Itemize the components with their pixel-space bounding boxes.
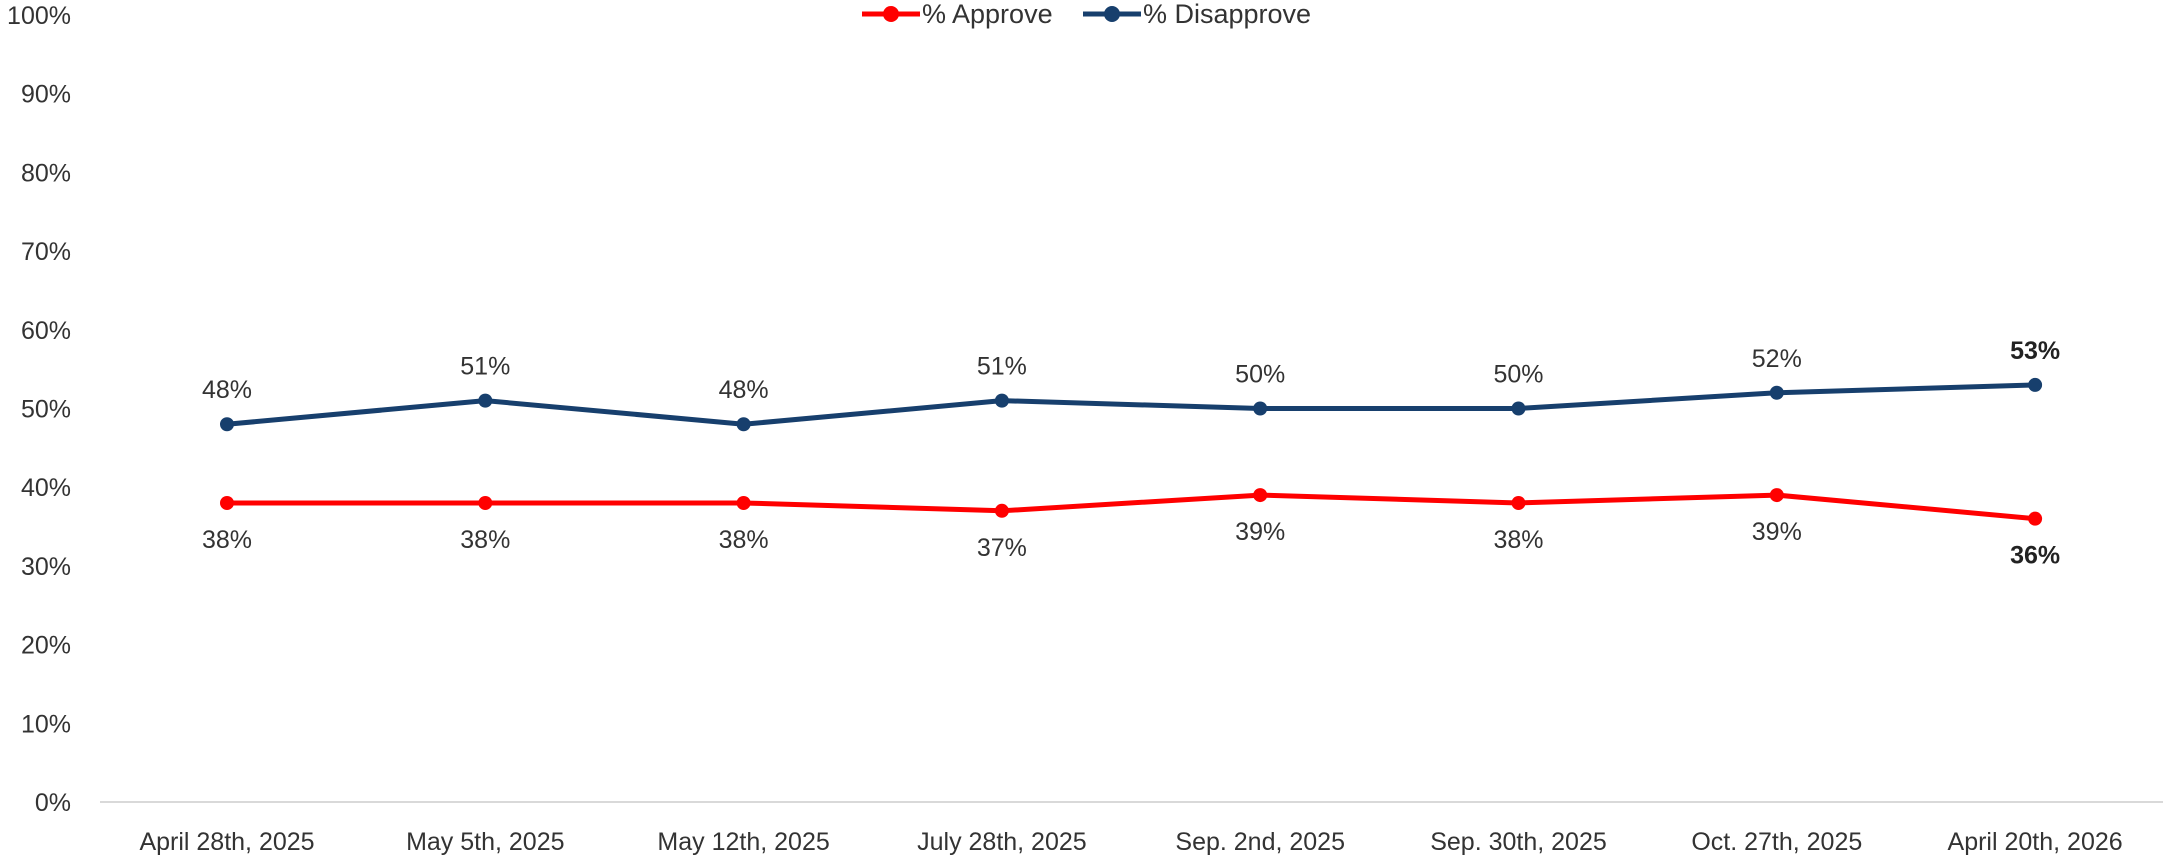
series-approve: 38% 38% 38% 37% 39% 38% 39% 36% (202, 488, 2060, 570)
data-point (994, 393, 1009, 408)
series-line (227, 492, 2036, 522)
legend-swatch-marker (1104, 6, 1120, 22)
data-point (1769, 488, 1784, 503)
y-tick-label: 100% (7, 2, 71, 30)
data-label: 48% (719, 376, 769, 404)
data-point (220, 495, 234, 510)
data-label: 39% (1752, 518, 1802, 546)
y-tick-label: 90% (21, 81, 71, 109)
data-point (994, 503, 1009, 518)
data-label: 50% (1493, 361, 1543, 389)
data-point (1253, 401, 1268, 416)
data-point (1511, 401, 1526, 416)
x-tick-label: Oct. 27th, 2025 (1691, 828, 1862, 856)
data-label: 51% (977, 353, 1027, 381)
x-tick-label: May 12th, 2025 (657, 828, 829, 856)
data-label: 53% (2010, 337, 2060, 365)
data-label: 38% (1493, 526, 1543, 554)
legend-item: % Disapprove (1083, 0, 1311, 29)
x-tick-label: July 28th, 2025 (917, 828, 1087, 856)
y-tick-label: 30% (21, 553, 71, 581)
legend: % Approve % Disapprove (862, 0, 1311, 29)
data-point (2028, 377, 2043, 392)
y-tick-label: 60% (21, 317, 71, 345)
y-tick-label: 40% (21, 474, 71, 502)
x-axis: April 28th, 2025 May 5th, 2025 May 12th, 2… (100, 801, 2163, 856)
data-label: 39% (1235, 518, 1285, 546)
data-point (220, 417, 234, 432)
data-point (736, 495, 751, 510)
y-tick-label: 50% (21, 396, 71, 424)
data-label: 38% (719, 526, 769, 554)
y-tick-label: 20% (21, 632, 71, 660)
data-point (478, 393, 493, 408)
data-label: 50% (1235, 361, 1285, 389)
data-label: 51% (460, 353, 510, 381)
data-label: 36% (2010, 542, 2060, 570)
data-point (1511, 495, 1526, 510)
x-tick-label: April 20th, 2026 (1948, 828, 2123, 856)
data-label: 48% (202, 376, 252, 404)
data-point (2028, 511, 2043, 526)
data-label: 52% (1752, 345, 1802, 373)
y-tick-label: 0% (35, 789, 71, 817)
x-tick-label: Sep. 30th, 2025 (1430, 828, 1607, 856)
data-point (1253, 488, 1268, 503)
legend-item: % Approve (862, 0, 1053, 29)
y-tick-label: 10% (21, 710, 71, 738)
x-tick-label: April 28th, 2025 (139, 828, 314, 856)
y-tick-label: 70% (21, 238, 71, 266)
legend-label: % Approve (922, 0, 1053, 29)
data-point (1769, 385, 1784, 400)
legend-swatch-marker (883, 6, 899, 22)
series-layer: 38% 38% 38% 37% 39% 38% 39% 36% 48% 51% 48% 51% 50% 5… (202, 337, 2060, 570)
series-disapprove: 48% 51% 48% 51% 50% 50% 52% 53% (202, 337, 2060, 432)
y-axis: 0% 10% 20% 30% 40% 50% 60% 70% 80% 90% 100% (7, 2, 71, 817)
legend-label: % Disapprove (1143, 0, 1311, 29)
data-point (478, 495, 493, 510)
series-line (226, 382, 2036, 427)
data-point (736, 417, 751, 432)
x-tick-label: Sep. 2nd, 2025 (1175, 828, 1345, 856)
data-label: 38% (202, 526, 252, 554)
x-tick-label: May 5th, 2025 (406, 828, 564, 856)
y-tick-label: 80% (21, 159, 71, 187)
data-label: 38% (460, 526, 510, 554)
data-label: 37% (977, 534, 1027, 562)
